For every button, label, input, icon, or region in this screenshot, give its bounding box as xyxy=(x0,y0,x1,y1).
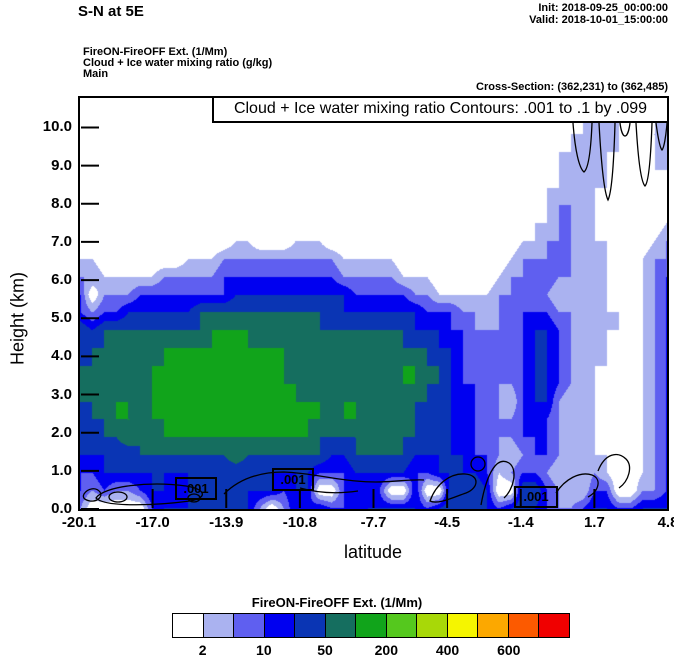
page-title: S-N at 5E xyxy=(78,3,144,20)
y-tick-label: 1.0 xyxy=(51,461,72,479)
y-tick-label: 5.0 xyxy=(51,309,72,327)
colorbar xyxy=(172,613,570,638)
colorbar-tick-label: 200 xyxy=(374,642,398,658)
x-tick-label: -13.9 xyxy=(209,514,244,531)
x-tick-label: -17.0 xyxy=(135,514,170,531)
y-tick-label: 7.0 xyxy=(51,232,72,250)
y-tick-label: 4.0 xyxy=(51,347,72,365)
x-tick-label: -7.7 xyxy=(360,514,387,531)
contour-label: .001 xyxy=(514,486,558,508)
colorbar-cell xyxy=(447,614,479,637)
contour-lines xyxy=(82,122,668,506)
colorbar-tick-label: 2 xyxy=(198,642,207,658)
axis-ticks xyxy=(78,126,669,510)
y-tick-label: 10.0 xyxy=(42,118,72,136)
x-tick-label: -10.8 xyxy=(282,514,317,531)
colorbar-tick-label: 400 xyxy=(435,642,460,658)
colorbar-cell xyxy=(478,614,509,637)
colorbar-cell xyxy=(356,614,387,637)
contour-label: .001 xyxy=(175,477,217,500)
y-tick-label: 3.0 xyxy=(51,385,72,403)
valid-timestamp: Valid: 2018-10-01_15:00:00 xyxy=(529,14,668,26)
contour-fill-canvas xyxy=(80,98,667,509)
x-tick-label: 4.8 xyxy=(657,514,674,531)
colorbar-cell xyxy=(386,614,418,637)
init-timestamp: Init: 2018-09-25_00:00:00 xyxy=(538,2,668,14)
y-tick-label: 6.0 xyxy=(51,271,72,289)
y-tick-label: 9.0 xyxy=(51,156,72,174)
field-name-line: FireON-FireOFF Ext. (1/Mm) xyxy=(83,46,228,58)
plot-title-box xyxy=(212,96,669,123)
x-tick-label: -1.4 xyxy=(507,514,534,531)
colorbar-cell xyxy=(508,614,540,637)
colorbar-cell xyxy=(325,614,357,637)
colorbar-cell xyxy=(203,614,235,637)
y-tick-label: 0.0 xyxy=(51,500,72,517)
colorbar-cell xyxy=(234,614,265,637)
colorbar-cell xyxy=(539,614,569,637)
colorbar-cell xyxy=(264,614,296,637)
colorbar-tick-label: 50 xyxy=(317,642,333,658)
x-tick-label: -4.5 xyxy=(434,514,461,531)
x-tick-label: -20.1 xyxy=(61,514,97,531)
cross-section-info: Cross-Section: (362,231) to (362,485) xyxy=(476,81,668,93)
plot-border xyxy=(78,96,669,511)
x-axis-title: latitude xyxy=(343,542,403,562)
colorbar-tick-label: 600 xyxy=(497,642,521,658)
plot-title: Cloud + Ice water mixing ratio Contours:… xyxy=(233,100,648,117)
colorbar-tick-label: 10 xyxy=(256,642,272,658)
colorbar-cell xyxy=(173,614,204,637)
contour-label: .001 xyxy=(272,468,314,491)
colorbar-cell xyxy=(417,614,448,637)
colorbar-cell xyxy=(295,614,326,637)
y-tick-label: 8.0 xyxy=(51,194,72,212)
colorbar-title: FireON-FireOFF Ext. (1/Mm) xyxy=(251,595,423,610)
grid-name-line: Main xyxy=(83,68,109,80)
field-units-line: Cloud + Ice water mixing ratio (g/kg) xyxy=(83,57,273,69)
y-tick-label: 2.0 xyxy=(51,423,72,441)
x-tick-label: 1.7 xyxy=(583,514,605,531)
